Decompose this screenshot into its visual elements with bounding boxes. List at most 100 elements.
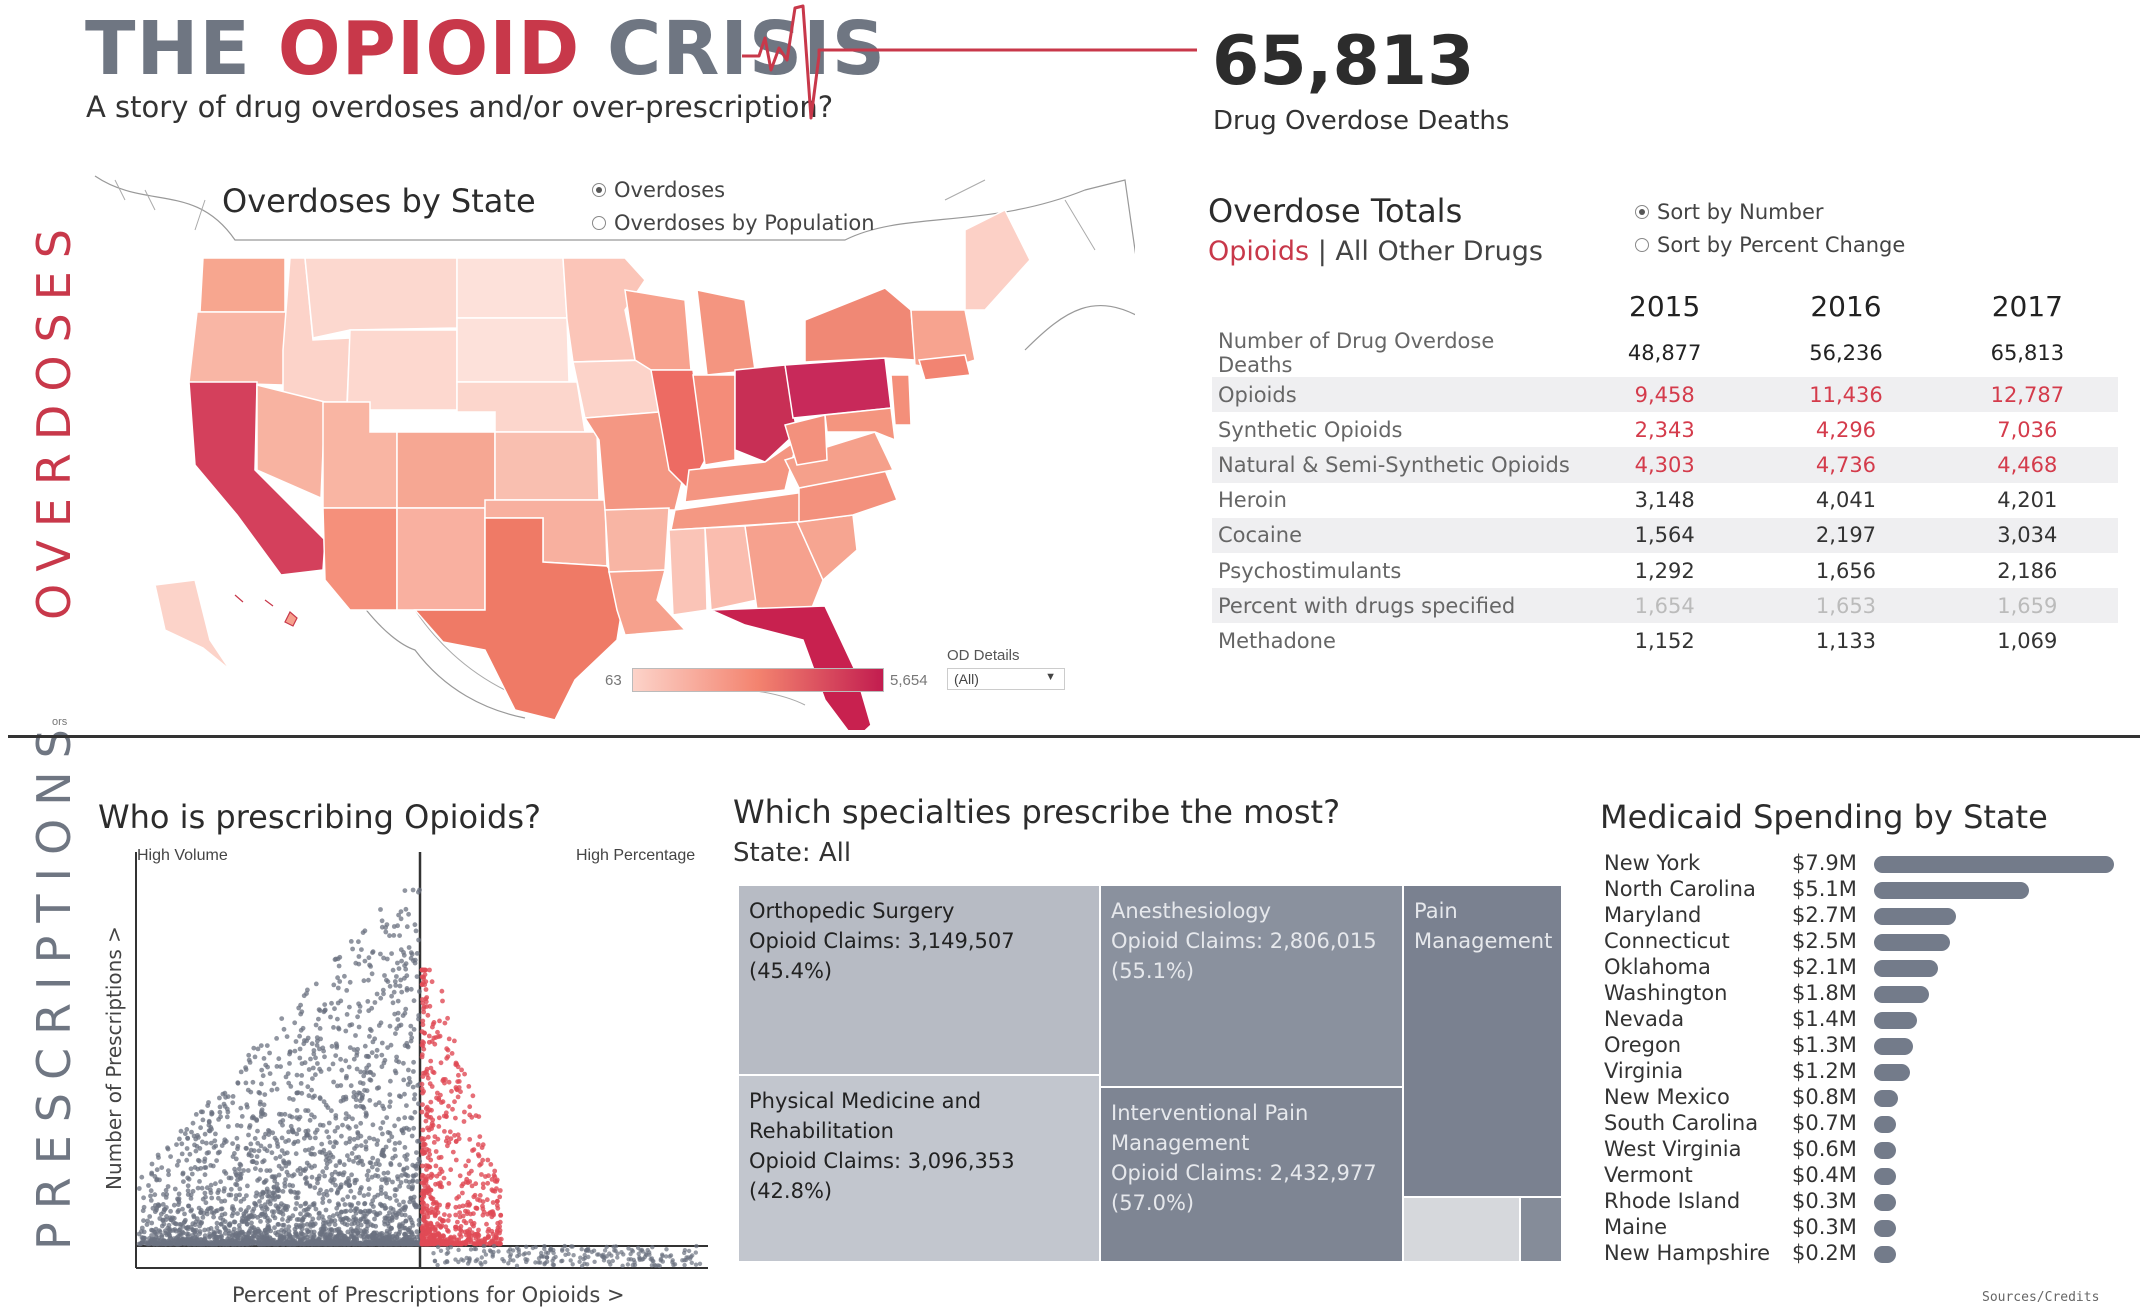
state-hawaii[interactable] <box>234 594 298 627</box>
scatter-point <box>185 1192 191 1197</box>
treemap-cell-anesthesiology[interactable]: Anesthesiology Opioid Claims: 2,806,015 … <box>1100 885 1403 1087</box>
treemap-cell-orthopedic-surgery[interactable]: Orthopedic Surgery Opioid Claims: 3,149,… <box>738 885 1100 1075</box>
state-wyoming[interactable] <box>346 329 458 411</box>
state-mississippi[interactable] <box>668 527 708 616</box>
state-florida[interactable] <box>710 605 872 730</box>
state-ohio[interactable] <box>734 364 798 463</box>
scatter-point <box>668 1253 674 1258</box>
state-south-dakota[interactable] <box>456 317 570 383</box>
state-maryland[interactable] <box>824 407 896 442</box>
bar-mark[interactable] <box>1874 1038 1914 1055</box>
scatter-point <box>347 979 353 985</box>
scatter-point <box>382 1221 388 1227</box>
state-texas[interactable] <box>413 517 626 721</box>
bar-category-label: New Mexico <box>1604 1085 1730 1109</box>
scatter-point <box>398 1094 403 1100</box>
scatter-point <box>147 1214 153 1219</box>
bar-mark[interactable] <box>1874 1220 1896 1237</box>
scatter-point <box>332 1169 338 1175</box>
state-massachusetts[interactable] <box>918 354 971 381</box>
bar-mark[interactable] <box>1874 882 2029 899</box>
scatter-point <box>404 986 410 991</box>
od-details-dropdown[interactable]: (All) ▼ <box>947 668 1065 690</box>
scatter-point <box>442 1129 447 1134</box>
scatter-point <box>307 1117 313 1123</box>
bar-mark[interactable] <box>1874 1012 1917 1029</box>
scatter-point <box>294 1108 300 1113</box>
tab-opioids[interactable]: Opioids <box>1208 236 1310 267</box>
scatter-point <box>636 1251 641 1257</box>
scatter-point <box>333 1113 339 1118</box>
scatter-point <box>438 1248 444 1253</box>
bar-mark[interactable] <box>1874 1064 1911 1081</box>
sort-by-percent-change[interactable]: Sort by Percent Change <box>1635 233 1905 257</box>
state-indiana[interactable] <box>692 374 736 466</box>
bar-mark[interactable] <box>1874 1090 1899 1107</box>
bar-mark[interactable] <box>1874 1116 1896 1133</box>
scatter-point <box>419 1109 425 1115</box>
treemap-cell-small-a[interactable] <box>1403 1197 1520 1262</box>
state-arkansas[interactable] <box>604 507 670 573</box>
state-arizona[interactable] <box>322 507 398 611</box>
state-washington[interactable] <box>199 257 286 313</box>
scatter-point <box>475 1142 481 1147</box>
scatter-point <box>578 1255 583 1260</box>
scatter-point <box>406 945 412 950</box>
state-new-mexico[interactable] <box>396 507 486 611</box>
table-row: Psychostimulants 1,292 1,656 2,186 <box>1212 553 2118 588</box>
scatter-point <box>442 1020 448 1026</box>
state-new-york[interactable] <box>804 287 916 363</box>
state-colorado[interactable] <box>396 431 496 509</box>
treemap-cell-interventional-pain[interactable]: Interventional Pain Management Opioid Cl… <box>1100 1087 1403 1262</box>
scatter-point <box>264 1206 270 1212</box>
state-louisiana[interactable] <box>608 569 687 636</box>
state-minnesota[interactable] <box>562 257 646 363</box>
scatter-point <box>404 1125 409 1131</box>
state-west-virginia[interactable] <box>784 414 828 466</box>
state-michigan[interactable] <box>696 289 756 376</box>
state-georgia[interactable] <box>744 521 824 611</box>
state-oregon[interactable] <box>188 311 291 386</box>
scatter-point <box>324 1154 330 1159</box>
state-north-dakota[interactable] <box>456 257 568 319</box>
table-cell-value: 4,041 <box>1815 488 1877 513</box>
scatter-point <box>281 1160 287 1165</box>
state-utah[interactable] <box>322 401 398 509</box>
tab-all-other-drugs[interactable]: All Other Drugs <box>1335 236 1543 267</box>
treemap-cell-small-b[interactable] <box>1520 1197 1562 1262</box>
bar-mark[interactable] <box>1874 908 1957 925</box>
state-nebraska[interactable] <box>456 381 586 433</box>
state-iowa[interactable] <box>572 359 660 419</box>
state-nevada[interactable] <box>256 384 326 500</box>
sort-by-number[interactable]: Sort by Number <box>1635 200 1824 224</box>
bar-mark[interactable] <box>1874 1168 1896 1185</box>
state-alaska[interactable] <box>154 579 231 671</box>
bar-mark[interactable] <box>1874 986 1929 1003</box>
bar-mark[interactable] <box>1874 1194 1896 1211</box>
map-option-overdoses[interactable]: Overdoses <box>592 178 725 202</box>
treemap-cell-physical-medicine[interactable]: Physical Medicine and Rehabilitation Opi… <box>738 1075 1100 1262</box>
state-new-jersey[interactable] <box>890 374 912 426</box>
scatter-point <box>524 1244 529 1249</box>
state-virginia[interactable] <box>783 431 895 489</box>
scatter-point <box>392 979 398 984</box>
sources-credits-link[interactable]: Sources/Credits <box>1982 1290 2100 1305</box>
bar-mark[interactable] <box>1874 934 1950 951</box>
scatter-point <box>316 1215 322 1221</box>
scatter-point <box>381 1106 387 1112</box>
scatter-point <box>246 1230 251 1236</box>
state-maine[interactable] <box>964 208 1031 311</box>
bar-mark[interactable] <box>1874 1142 1896 1159</box>
bar-mark[interactable] <box>1874 1246 1896 1263</box>
state-wisconsin[interactable] <box>624 289 692 371</box>
dashboard-subtitle: A story of drug overdoses and/or over-pr… <box>86 90 834 124</box>
map-option-by-population[interactable]: Overdoses by Population <box>592 211 875 235</box>
state-kansas[interactable] <box>494 431 600 501</box>
scatter-point <box>517 1252 522 1257</box>
bar-mark[interactable] <box>1874 856 2114 873</box>
bar-mark[interactable] <box>1874 960 1938 977</box>
scatter-point <box>390 1155 396 1161</box>
treemap-cell-pain-management[interactable]: Pain Management <box>1403 885 1562 1197</box>
scatter-point <box>394 974 399 979</box>
state-montana[interactable] <box>304 257 458 339</box>
